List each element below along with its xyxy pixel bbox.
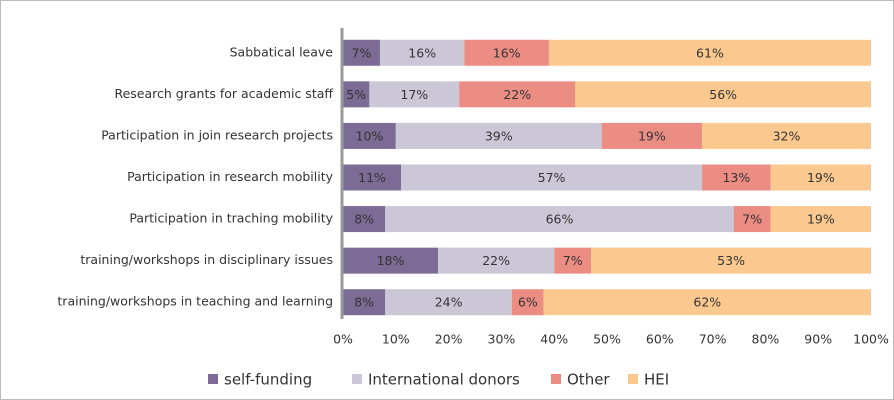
bar-segment xyxy=(548,39,871,66)
bar-segment xyxy=(702,122,871,149)
data-label: 66% xyxy=(546,212,574,227)
y-tick-label: Participation in research mobility xyxy=(127,169,334,184)
data-label: 57% xyxy=(538,170,566,185)
y-tick-label: Participation in traching mobility xyxy=(129,211,333,226)
data-label: 10% xyxy=(356,128,384,143)
bar-segment xyxy=(343,39,380,66)
data-label: 19% xyxy=(807,212,835,227)
legend-label: Other xyxy=(567,371,610,389)
bar-segment xyxy=(395,122,602,149)
bar-segment xyxy=(575,81,871,108)
legend-swatch xyxy=(352,374,362,384)
bar-segment xyxy=(464,39,549,66)
y-tick-label: training/workshops in disciplinary issue… xyxy=(80,252,333,267)
data-label: 7% xyxy=(563,253,583,268)
x-tick-label: 0% xyxy=(333,332,353,347)
bar-segment xyxy=(379,39,465,66)
bar-segment xyxy=(554,247,592,274)
data-label: 13% xyxy=(722,170,750,185)
data-label: 19% xyxy=(638,128,666,143)
bar-segment xyxy=(601,122,703,149)
bar-segment xyxy=(369,81,460,108)
data-label: 17% xyxy=(400,87,428,102)
legend-label: HEI xyxy=(644,371,669,389)
legend-label: International donors xyxy=(368,371,520,389)
bar-segment xyxy=(591,247,871,274)
bar-segment xyxy=(770,164,871,191)
bar-segment xyxy=(459,81,576,108)
x-tick-label: 40% xyxy=(540,332,568,347)
x-tick-label: 10% xyxy=(382,332,410,347)
bar-segment xyxy=(385,289,512,316)
data-label: 16% xyxy=(408,45,436,60)
legend-swatch xyxy=(551,374,561,384)
bar-segment xyxy=(438,247,555,274)
data-label: 6% xyxy=(518,295,538,310)
data-label: 61% xyxy=(696,45,724,60)
bar-segment xyxy=(343,247,439,274)
data-label: 7% xyxy=(352,45,372,60)
x-tick-label: 30% xyxy=(488,332,516,347)
bar-segment xyxy=(511,289,544,316)
data-label: 7% xyxy=(742,212,762,227)
legend-swatch xyxy=(208,374,218,384)
data-label: 8% xyxy=(354,295,374,310)
bar-segment xyxy=(343,289,386,316)
x-tick-label: 60% xyxy=(646,332,674,347)
y-tick-label: Participation in join research projects xyxy=(101,127,333,142)
legend-swatch xyxy=(628,374,638,384)
data-label: 32% xyxy=(773,128,801,143)
bar-segment xyxy=(733,206,771,233)
data-label: 19% xyxy=(807,170,835,185)
data-label: 22% xyxy=(482,253,510,268)
bar-segment xyxy=(343,206,386,233)
bar-segment xyxy=(343,122,396,149)
y-tick-label: Research grants for academic staff xyxy=(114,86,333,101)
bar-segment xyxy=(343,164,402,191)
y-tick-label: Sabbatical leave xyxy=(230,44,334,59)
bar-segment xyxy=(343,81,370,108)
bar-segment xyxy=(543,289,871,316)
x-tick-label: 90% xyxy=(804,332,832,347)
x-tick-label: 70% xyxy=(699,332,727,347)
data-label: 24% xyxy=(435,295,463,310)
data-label: 39% xyxy=(485,128,513,143)
data-label: 53% xyxy=(717,253,745,268)
data-label: 8% xyxy=(354,212,374,227)
bar-segment xyxy=(401,164,703,191)
data-label: 11% xyxy=(358,170,386,185)
data-label: 16% xyxy=(493,45,521,60)
legend-label: self-funding xyxy=(224,371,312,389)
y-tick-label: training/workshops in teaching and learn… xyxy=(57,294,333,309)
x-tick-label: 80% xyxy=(752,332,780,347)
x-tick-label: 50% xyxy=(593,332,621,347)
data-label: 62% xyxy=(693,295,721,310)
data-label: 5% xyxy=(346,87,366,102)
data-label: 18% xyxy=(377,253,405,268)
x-tick-label: 100% xyxy=(853,332,889,347)
bar-segment xyxy=(702,164,771,191)
bar-segment xyxy=(385,206,734,233)
data-label: 56% xyxy=(709,87,737,102)
x-tick-label: 20% xyxy=(435,332,463,347)
bar-segment xyxy=(770,206,871,233)
data-label: 22% xyxy=(503,87,531,102)
